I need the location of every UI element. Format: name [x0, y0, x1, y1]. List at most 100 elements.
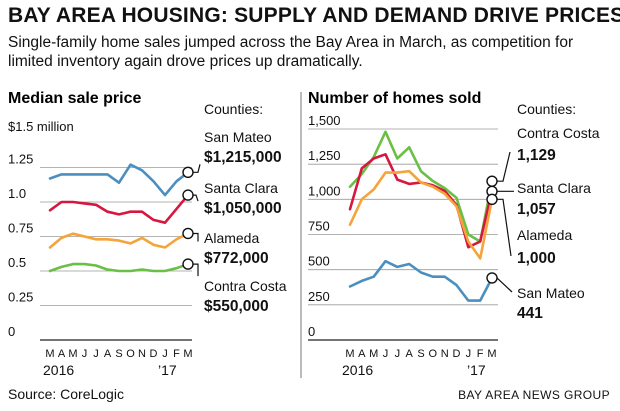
right-y-tick-label: 0 — [308, 324, 315, 339]
series-line-san-mateo — [48, 163, 190, 197]
sales-series-lines — [348, 130, 494, 302]
right-x-tick-label: A — [405, 348, 413, 360]
left-x-tick-label: J — [93, 348, 99, 360]
sales-gridlines — [308, 128, 498, 341]
left-x-tick-label: F — [173, 348, 180, 360]
series-line-contra-costa — [48, 262, 190, 273]
left-y-tick-label: 0.75 — [8, 221, 33, 236]
series-value-alameda: 1,000 — [517, 250, 556, 267]
credit-line: BAY AREA NEWS GROUP — [458, 388, 610, 402]
series-line-santa-clara — [48, 193, 190, 224]
leader-line-alameda — [193, 232, 199, 242]
endpoint-marker-alameda — [486, 193, 498, 206]
headline: BAY AREA HOUSING: SUPPLY AND DEMAND DRIV… — [8, 4, 620, 27]
price-series-lines — [48, 163, 190, 273]
right-y-tick-label: 500 — [308, 254, 330, 269]
leader-line-alameda — [497, 198, 512, 257]
sales-legend-title: Counties: — [517, 101, 576, 117]
price-year-17: ’17 — [158, 362, 177, 378]
series-value-santa-clara: 1,057 — [517, 201, 556, 218]
sales-endpoint-markers — [486, 151, 514, 293]
left-y-tick-label: 1.0 — [8, 186, 26, 201]
right-y-tick-label: 750 — [308, 219, 330, 234]
price-legend-title: Counties: — [204, 101, 263, 117]
sales-year-2016: 2016 — [342, 362, 373, 378]
left-x-tick-label: D — [150, 348, 158, 360]
series-value-san-mateo: $1,215,000 — [204, 149, 282, 166]
series-line-santa-clara — [348, 153, 494, 249]
series-value-santa-clara: $1,050,000 — [204, 200, 282, 217]
right-x-tick-label: A — [358, 348, 366, 360]
right-x-tick-label: S — [417, 348, 424, 360]
series-name-alameda: Alameda — [517, 227, 572, 243]
series-name-santa-clara: Santa Clara — [204, 180, 278, 196]
series-value-contra-costa: 1,129 — [517, 147, 556, 164]
right-x-tick-label: J — [383, 348, 389, 360]
left-x-tick-label: M — [45, 348, 54, 360]
series-name-contra-costa: Contra Costa — [204, 278, 287, 294]
sales-series-labels: Contra Costa 1,129 Santa Clara 1,057 Alameda… — [517, 125, 600, 322]
leader-line-contra-costa — [193, 263, 199, 277]
price-chart: Median sale price $1.5 million Counties:… — [8, 90, 287, 378]
endpoint-marker-alameda — [182, 227, 194, 240]
left-x-tick-label: J — [82, 348, 88, 360]
right-y-tick-label: 1,250 — [308, 148, 341, 163]
series-name-san-mateo: San Mateo — [517, 285, 585, 301]
price-endpoint-markers — [182, 164, 201, 277]
right-x-tick-label: F — [477, 348, 484, 360]
endpoint-marker-contra-costa — [486, 175, 498, 187]
right-x-tick-label: D — [453, 348, 461, 360]
right-x-tick-label: M — [369, 348, 378, 360]
series-line-alameda — [348, 169, 494, 260]
leader-line-san-mateo — [193, 164, 201, 173]
price-series-labels: San Mateo $1,215,000 Santa Clara $1,050,000… — [204, 129, 287, 315]
endpoint-marker-san-mateo — [182, 166, 194, 179]
series-name-san-mateo: San Mateo — [204, 129, 272, 145]
left-x-tick-label: M — [183, 348, 192, 360]
series-value-alameda: $772,000 — [204, 250, 269, 267]
right-x-tick-label: O — [429, 348, 438, 360]
series-name-contra-costa: Contra Costa — [517, 125, 600, 141]
right-x-tick-label: N — [441, 348, 449, 360]
series-value-contra-costa: $550,000 — [204, 298, 269, 315]
endpoint-marker-contra-costa — [182, 258, 194, 270]
left-x-tick-label: A — [58, 348, 66, 360]
series-name-alameda: Alameda — [204, 230, 259, 246]
series-value-san-mateo: 441 — [517, 305, 543, 322]
sales-year-17: ’17 — [467, 362, 486, 378]
right-y-tick-label: 250 — [308, 289, 330, 304]
left-x-tick-label: A — [104, 348, 112, 360]
leader-line-contra-costa — [497, 151, 511, 182]
left-x-tick-label: J — [162, 348, 168, 360]
right-y-tick-label: 1,500 — [308, 113, 341, 128]
leader-line-santa-clara — [193, 194, 199, 202]
series-line-alameda — [48, 232, 190, 249]
left-y-tick-label: 0.25 — [8, 290, 33, 305]
left-y-tick-label: 1.25 — [8, 152, 33, 167]
left-x-tick-label: S — [115, 348, 122, 360]
left-x-tick-label: O — [126, 348, 135, 360]
price-y-axis-label: $1.5 million — [8, 119, 74, 134]
left-x-tick-label: N — [138, 348, 146, 360]
sales-chart-title: Number of homes sold — [308, 90, 481, 107]
price-y-ticks: 1.25 1.0 0.75 0.5 0.25 0 — [8, 152, 33, 340]
series-name-santa-clara: Santa Clara — [517, 180, 591, 196]
price-gridlines — [40, 167, 192, 341]
left-y-tick-label: 0 — [8, 324, 15, 339]
endpoint-marker-santa-clara — [182, 189, 194, 201]
leader-line-san-mateo — [496, 277, 513, 293]
price-year-2016: 2016 — [43, 362, 74, 378]
right-x-tick-label: J — [395, 348, 401, 360]
subhead: Single-family home sales jumped across t… — [8, 34, 574, 70]
sales-chart: Number of homes sold Counties: 1,500 1,25… — [308, 90, 600, 378]
left-x-tick-label: M — [68, 348, 77, 360]
right-x-tick-label: M — [345, 348, 354, 360]
endpoint-marker-san-mateo — [486, 272, 498, 284]
series-line-san-mateo — [348, 259, 494, 302]
right-y-tick-label: 1,000 — [308, 183, 341, 198]
right-x-tick-label: M — [487, 348, 496, 360]
series-line-contra-costa — [348, 130, 494, 243]
right-x-tick-label: J — [466, 348, 472, 360]
